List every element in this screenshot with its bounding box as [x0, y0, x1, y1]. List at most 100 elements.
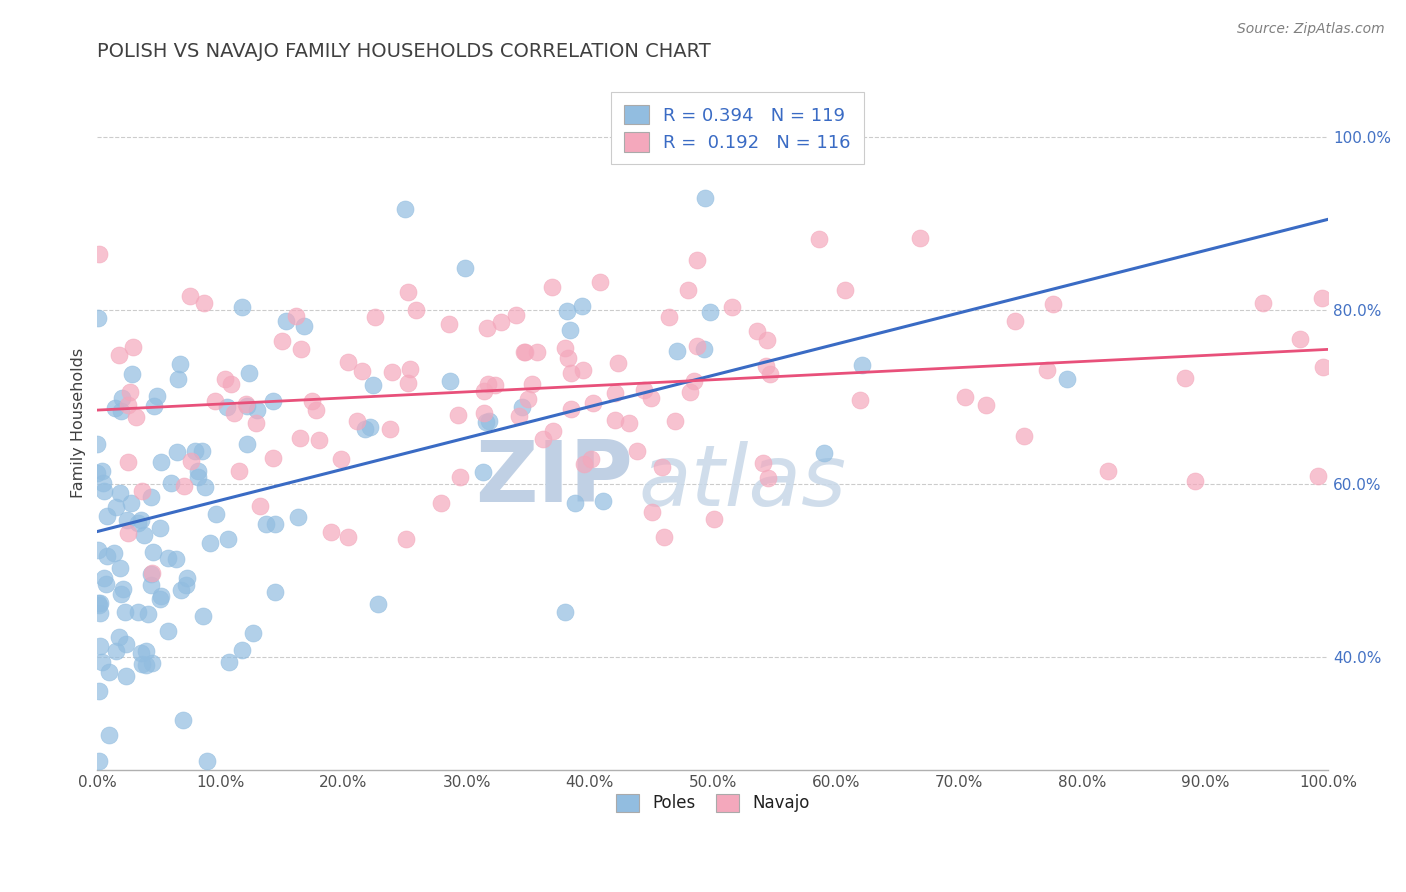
Point: [193, 608, 215, 623]
Point: [541, 425, 564, 439]
Point: [287, 509, 309, 524]
Point: [217, 533, 239, 547]
Point: [560, 402, 582, 417]
Point: [564, 496, 586, 510]
Point: [582, 396, 605, 410]
Point: [851, 359, 873, 373]
Point: [304, 402, 326, 417]
Point: [149, 592, 172, 607]
Point: [558, 323, 581, 337]
Point: [364, 310, 387, 324]
Point: [678, 283, 700, 297]
Point: [531, 432, 554, 446]
Point: [633, 383, 655, 397]
Point: [93, 571, 115, 585]
Point: [222, 406, 245, 420]
Point: [1251, 296, 1274, 310]
Point: [1308, 468, 1330, 483]
Point: [290, 431, 312, 445]
Point: [236, 399, 259, 413]
Point: [170, 583, 193, 598]
Point: [1097, 464, 1119, 478]
Point: [1004, 314, 1026, 328]
Point: [449, 470, 471, 484]
Point: [720, 301, 742, 315]
Point: [557, 351, 579, 366]
Legend: Poles, Navajo: Poles, Navajo: [605, 782, 821, 824]
Point: [91, 475, 114, 490]
Point: [127, 516, 149, 530]
Point: [103, 546, 125, 560]
Point: [129, 513, 152, 527]
Point: [554, 605, 576, 619]
Point: [87, 755, 110, 769]
Point: [254, 516, 277, 531]
Point: [87, 542, 110, 557]
Point: [174, 578, 197, 592]
Point: [143, 399, 166, 413]
Point: [430, 496, 453, 510]
Point: [198, 535, 221, 549]
Point: [141, 656, 163, 670]
Point: [685, 339, 707, 353]
Point: [361, 378, 384, 392]
Point: [759, 367, 782, 381]
Point: [136, 607, 159, 622]
Point: [156, 551, 179, 566]
Point: [150, 455, 173, 469]
Point: [1289, 331, 1312, 345]
Point: [756, 333, 779, 347]
Point: [617, 416, 640, 430]
Point: [679, 385, 702, 400]
Point: [484, 378, 506, 392]
Point: [489, 315, 512, 329]
Point: [849, 393, 872, 408]
Point: [110, 404, 132, 418]
Point: [665, 344, 688, 359]
Point: [87, 247, 110, 261]
Point: [264, 585, 287, 599]
Point: [187, 464, 209, 478]
Point: [337, 355, 360, 369]
Point: [405, 302, 427, 317]
Point: [104, 401, 127, 416]
Point: [541, 280, 564, 294]
Point: [285, 309, 308, 323]
Point: [554, 342, 576, 356]
Point: [603, 385, 626, 400]
Point: [156, 624, 179, 638]
Point: [513, 344, 536, 359]
Text: ZIP: ZIP: [475, 437, 633, 520]
Point: [114, 605, 136, 619]
Point: [120, 496, 142, 510]
Point: [91, 463, 114, 477]
Point: [834, 283, 856, 297]
Point: [603, 413, 626, 427]
Point: [194, 480, 217, 494]
Text: atlas: atlas: [638, 441, 846, 524]
Point: [117, 398, 139, 412]
Point: [515, 345, 537, 359]
Point: [172, 713, 194, 727]
Point: [472, 406, 495, 420]
Point: [571, 299, 593, 313]
Point: [105, 500, 128, 514]
Point: [108, 348, 131, 362]
Point: [321, 524, 343, 539]
Point: [477, 321, 499, 335]
Point: [149, 521, 172, 535]
Point: [173, 479, 195, 493]
Point: [169, 357, 191, 371]
Point: [664, 414, 686, 428]
Point: [640, 505, 662, 519]
Point: [89, 639, 111, 653]
Point: [135, 657, 157, 672]
Point: [686, 253, 709, 268]
Point: [592, 494, 614, 508]
Point: [231, 300, 253, 314]
Point: [217, 400, 239, 414]
Point: [526, 345, 548, 359]
Point: [651, 459, 673, 474]
Point: [478, 414, 501, 428]
Point: [115, 669, 138, 683]
